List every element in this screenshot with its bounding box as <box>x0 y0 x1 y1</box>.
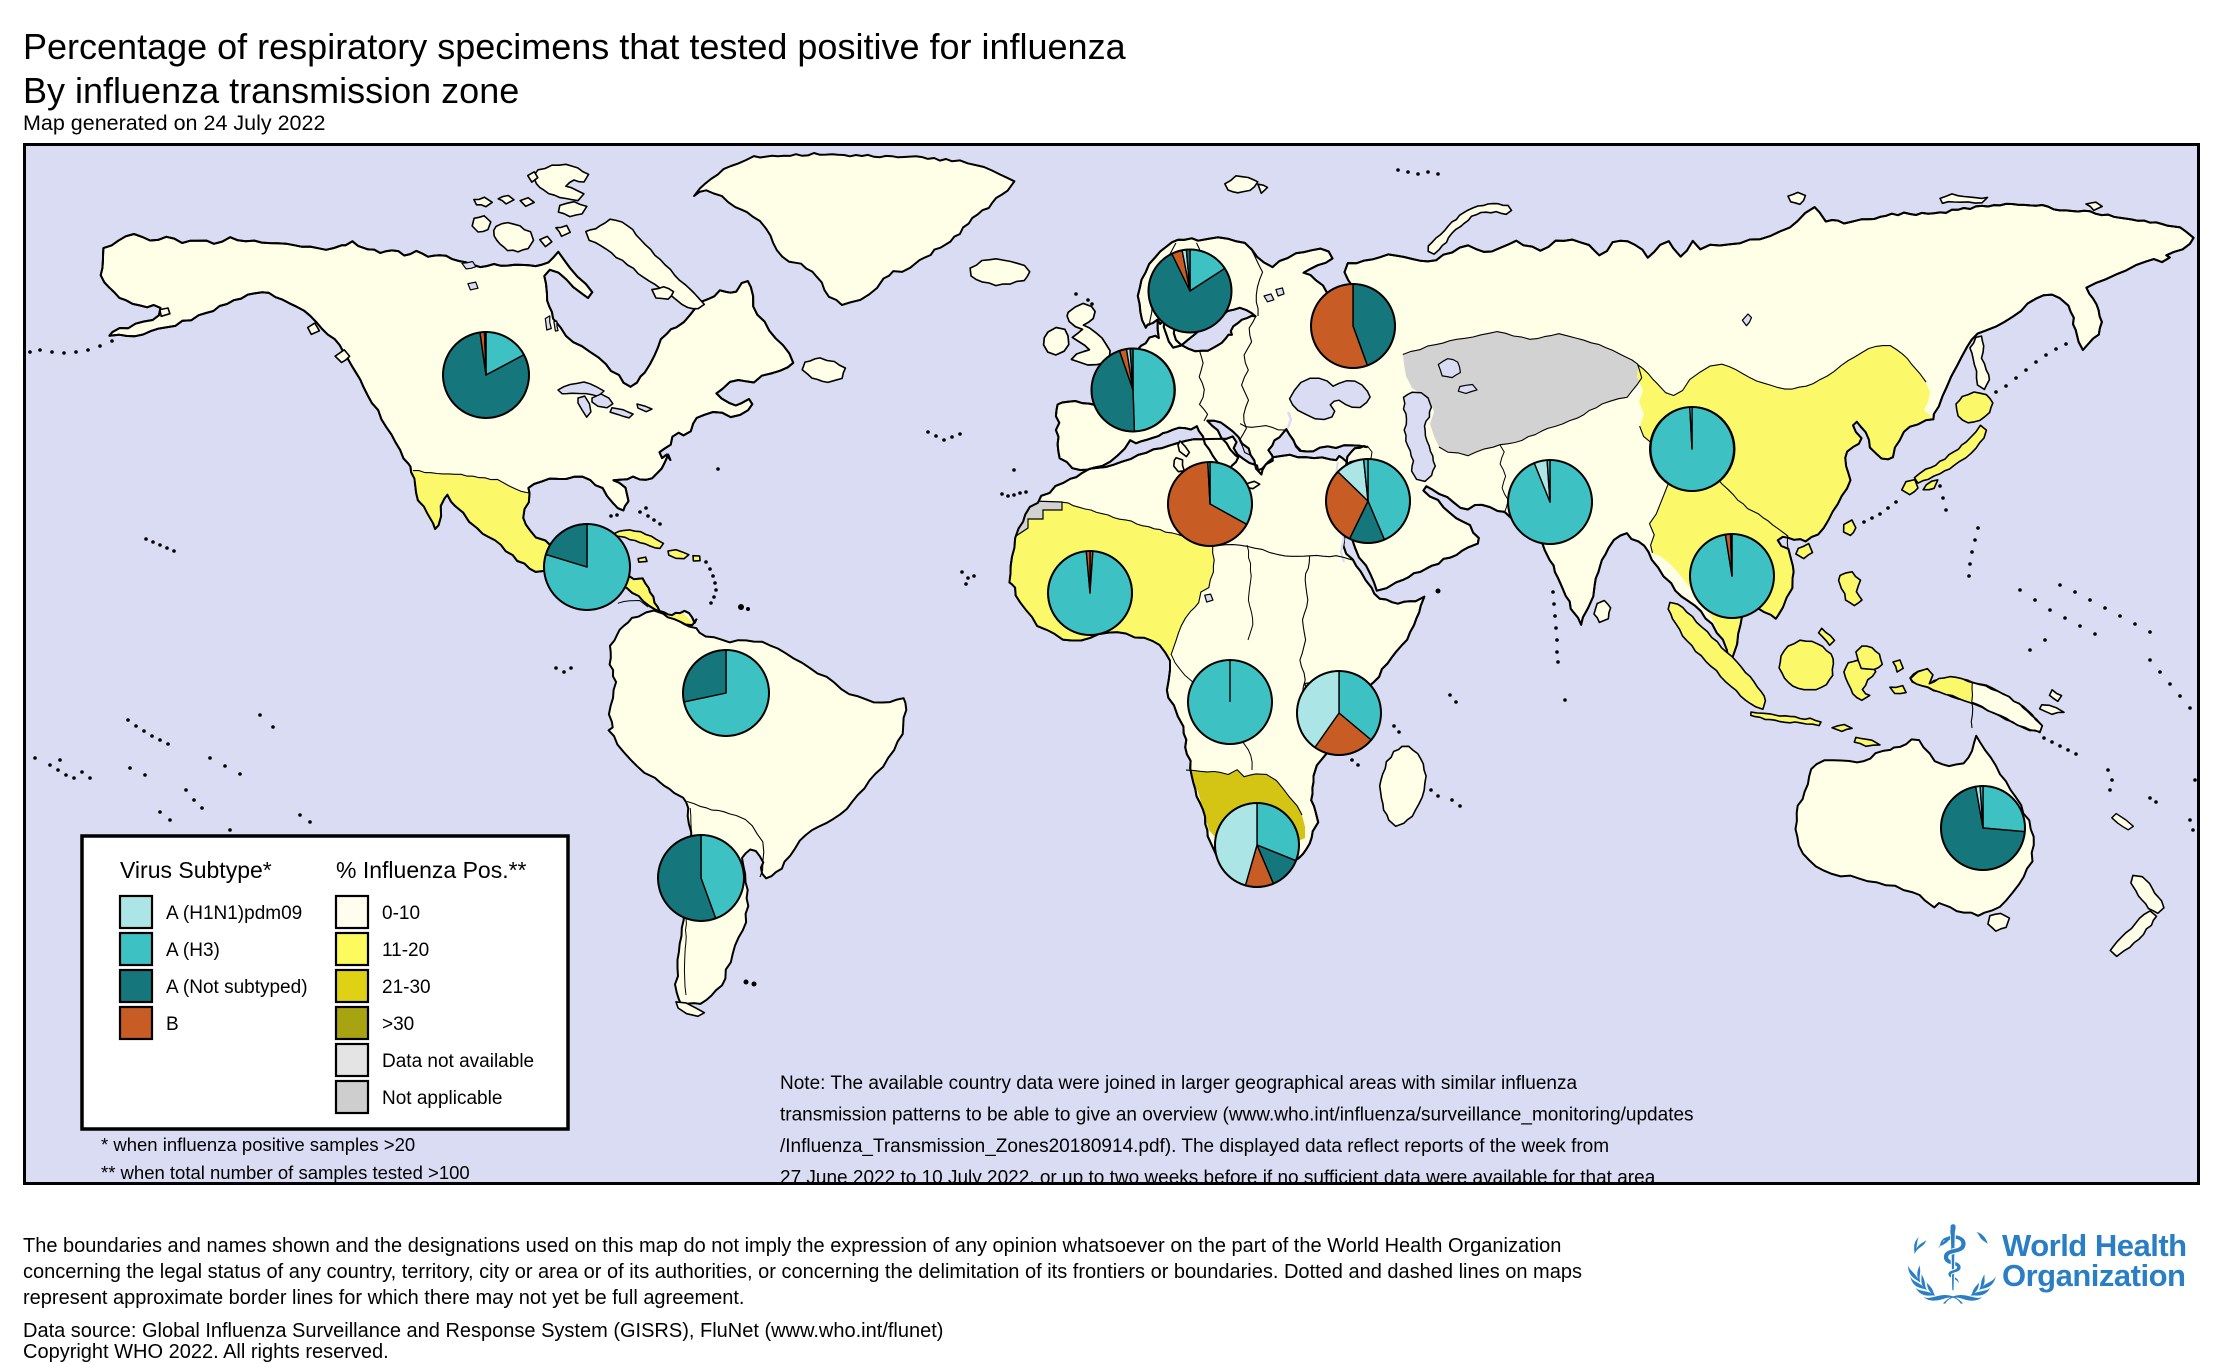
svg-text:Virus Subtype*: Virus Subtype* <box>120 857 272 883</box>
svg-text:/Influenza_Transmission_Zones2: /Influenza_Transmission_Zones20180914.pd… <box>780 1136 1609 1157</box>
svg-text:% Influenza Pos.**: % Influenza Pos.** <box>336 857 527 883</box>
svg-text:21-30: 21-30 <box>382 977 431 998</box>
svg-text:transmission patterns to be ab: transmission patterns to be able to give… <box>780 1105 1694 1126</box>
svg-text:11-20: 11-20 <box>382 940 429 961</box>
svg-text:>30: >30 <box>382 1014 414 1035</box>
svg-text:A (H3): A (H3) <box>166 940 220 961</box>
svg-text:27 June 2022 to 10 July 2022,: 27 June 2022 to 10 July 2022, or up to t… <box>780 1168 1656 1186</box>
svg-text:Note: The available country da: Note: The available country data were jo… <box>780 1073 1577 1094</box>
svg-text:Data not available: Data not available <box>382 1051 534 1072</box>
svg-text:* when influenza positive samp: * when influenza positive samples >20 <box>101 1134 415 1155</box>
svg-text:** when total number of sample: ** when total number of samples tested >… <box>101 1162 470 1183</box>
svg-text:Not applicable: Not applicable <box>382 1088 502 1109</box>
svg-text:A (Not subtyped): A (Not subtyped) <box>166 977 308 998</box>
svg-text:A (H1N1)pdm09: A (H1N1)pdm09 <box>166 903 302 924</box>
svg-text:0-10: 0-10 <box>382 903 420 924</box>
svg-text:B: B <box>166 1014 179 1035</box>
